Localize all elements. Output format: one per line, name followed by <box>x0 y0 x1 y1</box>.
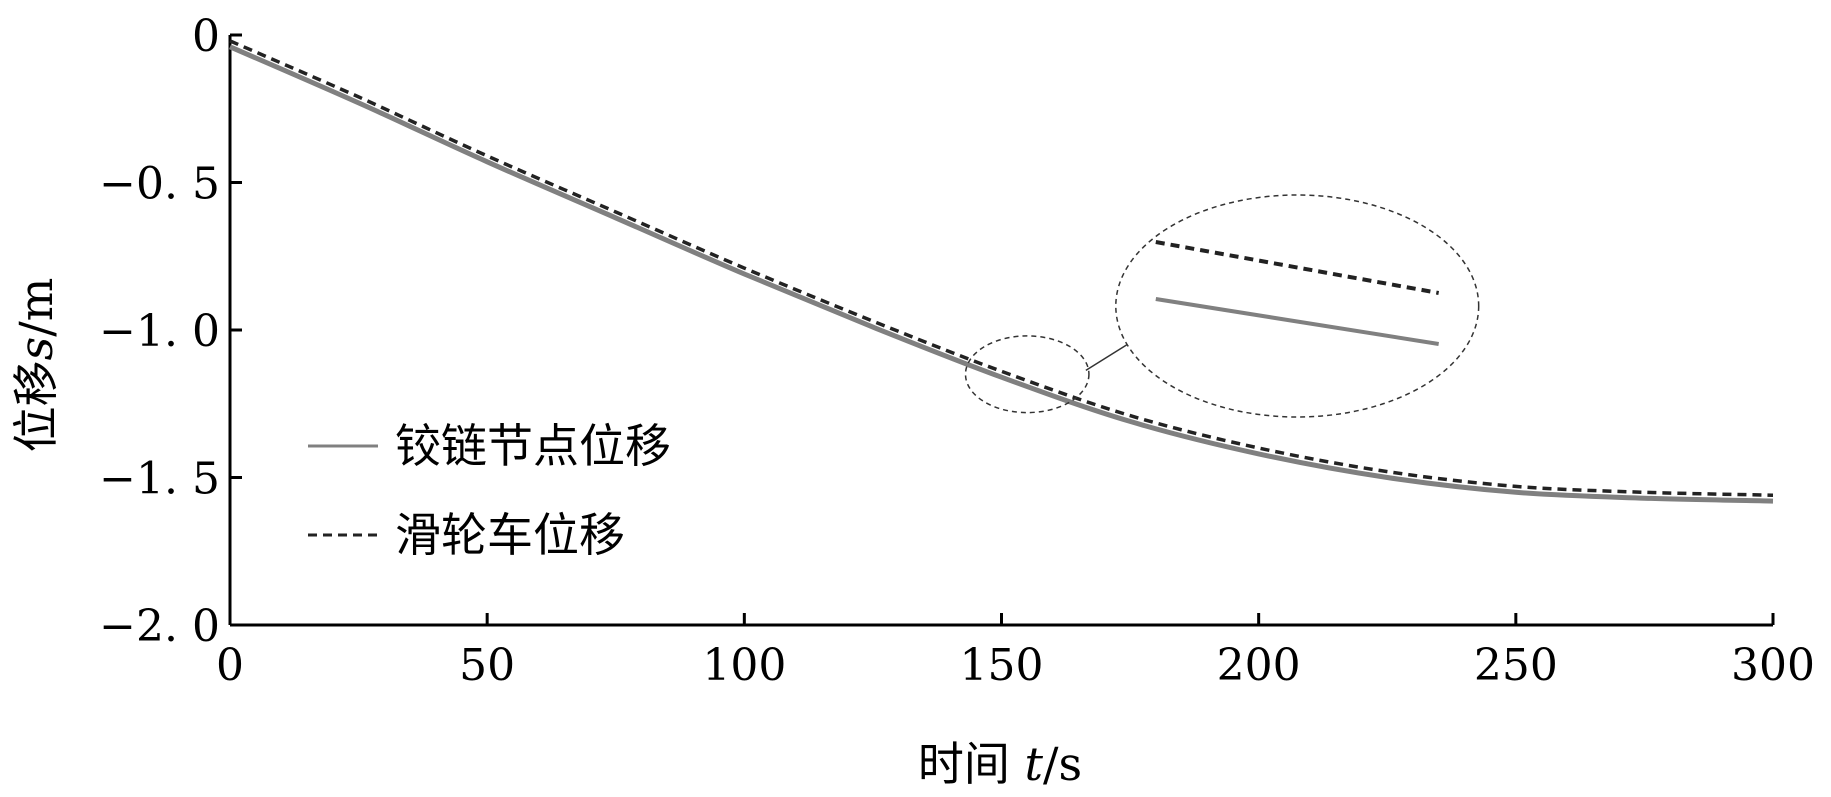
inset-line-hinge <box>1155 297 1439 346</box>
legend-label-hinge: 铰链节点位移 <box>395 419 671 473</box>
y-tick-label: −0. 5 <box>99 159 220 210</box>
y-axis-title-main: 位移 <box>9 360 63 452</box>
legend-item-trolley: 滑轮车位移 <box>308 508 625 562</box>
zoom-source-ellipse <box>964 335 1090 414</box>
legend-label-trolley: 滑轮车位移 <box>395 508 625 562</box>
x-axis-title-var: t <box>1025 737 1044 791</box>
y-axis-title: 位移s/m <box>9 278 63 453</box>
x-axis-ticks: 0 50 100 150 200 250 300 <box>216 613 1815 691</box>
y-axis-title-unit: /m <box>9 278 63 337</box>
x-tick-label: 250 <box>1474 640 1558 691</box>
x-tick-label: 200 <box>1217 640 1301 691</box>
x-tick-label: 300 <box>1731 640 1815 691</box>
zoom-inset <box>964 194 1480 418</box>
series-line-hinge <box>229 44 1774 504</box>
x-tick-label: 100 <box>702 640 786 691</box>
x-axis-title-unit: /s <box>1043 737 1082 791</box>
legend-item-hinge: 铰链节点位移 <box>308 419 671 473</box>
inset-line-trolley <box>1155 240 1440 295</box>
legend: 铰链节点位移 滑轮车位移 <box>308 419 671 562</box>
y-axis-ticks: 0 −0. 5 −1. 0 −1. 5 −2. 0 <box>99 11 242 652</box>
y-tick-label: 0 <box>192 11 220 62</box>
y-tick-label: −2. 0 <box>99 601 220 652</box>
x-axis-title: 时间 t/s <box>918 737 1082 791</box>
y-tick-label: −1. 5 <box>99 454 220 505</box>
zoom-connector-line <box>1085 344 1128 372</box>
x-tick-label: 150 <box>960 640 1044 691</box>
x-tick-label: 50 <box>459 640 515 691</box>
zoom-inset-ellipse <box>1115 194 1480 418</box>
x-axis-title-main: 时间 <box>918 737 1025 791</box>
x-tick-label: 0 <box>216 640 244 691</box>
series-line-trolley <box>229 39 1774 497</box>
y-axis-title-var: s <box>9 337 63 361</box>
y-tick-label: −1. 0 <box>99 306 220 357</box>
series-layer <box>229 39 1774 504</box>
